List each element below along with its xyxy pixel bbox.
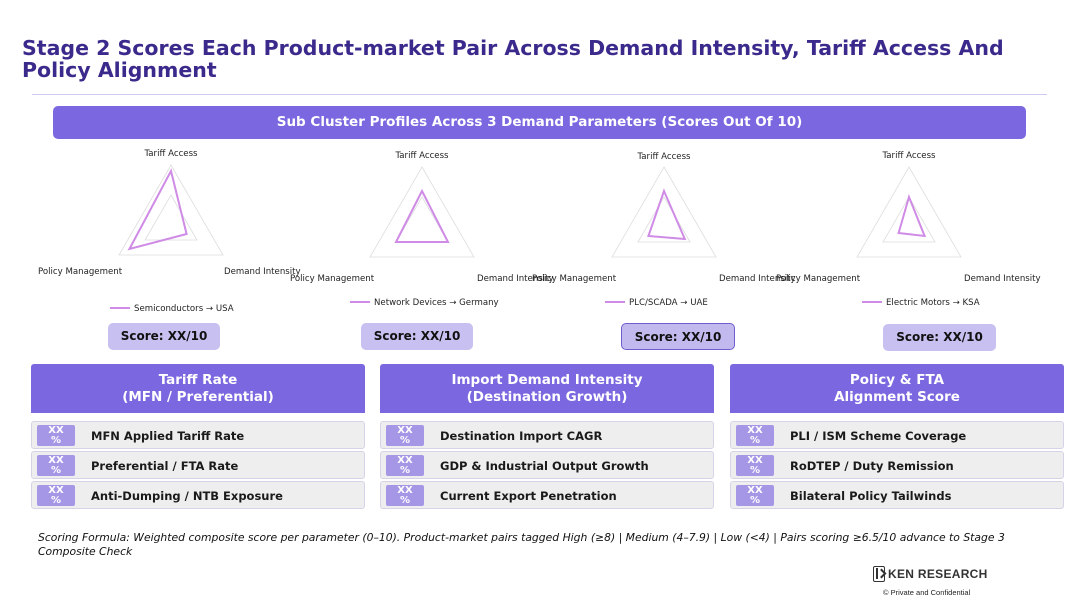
legend-label: PLC/SCADA → UAE [629,298,708,308]
header-line-1: Import Demand Intensity [451,372,643,388]
list-item: XX% Bilateral Policy Tailwinds [730,481,1064,509]
list-item-label: PLI / ISM Scheme Coverage [790,429,967,443]
list-item: XX% PLI / ISM Scheme Coverage [730,421,1064,449]
policy-fta-header: Policy & FTA Alignment Score [730,364,1064,413]
axis-label-tariff: Tariff Access [394,151,449,161]
value-badge: XX% [736,485,774,506]
value-badge: XX% [736,455,774,476]
list-item-label: GDP & Industrial Output Growth [440,459,649,473]
radar-series-shape [897,193,927,238]
header-line-2: Alignment Score [834,389,960,405]
legend-label: Network Devices → Germany [374,298,499,308]
company-logo: KEN RESEARCH [873,565,988,583]
value-badge: XX% [386,455,424,476]
list-item-label: Current Export Penetration [440,489,617,503]
header-line-1: Tariff Rate [158,372,238,388]
radar-chart: Tariff Access Demand Intensity Policy Mana… [776,151,1041,308]
list-item: XX% Anti-Dumping / NTB Exposure [31,481,365,509]
list-item-label: MFN Applied Tariff Rate [91,429,245,443]
axis-label-demand: Demand Intensity [477,274,554,284]
radar-grid-ring [395,196,449,243]
axis-label-demand: Demand Intensity [224,267,301,277]
radar-grid-ring [118,164,224,256]
radar-series-shape [127,168,188,251]
axis-label-policy: Policy Management [776,274,861,284]
score-badge-electric-motors[interactable]: Score: XX/10 [883,324,996,351]
list-item: XX% Current Export Penetration [380,481,714,509]
list-item: XX% GDP & Industrial Output Growth [380,451,714,479]
axis-label-demand: Demand Intensity [719,274,796,284]
score-badge-plc-scada[interactable]: Score: XX/10 [621,323,735,350]
list-item-label: Destination Import CAGR [440,429,603,443]
radar-series-shape [394,188,450,243]
tariff-rate-header: Tariff Rate (MFN / Preferential) [31,364,365,413]
radar-series-shape [647,188,687,241]
value-badge: XX% [386,425,424,446]
list-item-label: Bilateral Policy Tailwinds [790,489,952,503]
list-item-label: Preferential / FTA Rate [91,459,239,473]
list-item: XX% RoDTEP / Duty Remission [730,451,1064,479]
list-item: XX% Preferential / FTA Rate [31,451,365,479]
list-item-label: RoDTEP / Duty Remission [790,459,954,473]
footnote-line-2: Composite Check [38,544,133,558]
ken-research-logo-icon [873,566,885,582]
logo-text: KEN RESEARCH [888,567,988,581]
radar-chart: Tariff Access Demand Intensity Policy Mana… [290,151,554,308]
axis-label-tariff: Tariff Access [143,149,198,159]
radar-chart: Tariff Access Demand Intensity Policy Mana… [38,149,301,314]
header-line-1: Policy & FTA [849,372,945,388]
radar-grid-ring [369,166,475,258]
axis-label-policy: Policy Management [38,267,123,277]
value-badge: XX% [37,485,75,506]
value-badge: XX% [386,485,424,506]
axis-label-policy: Policy Management [290,274,375,284]
section-banner: Sub Cluster Profiles Across 3 Demand Par… [53,106,1026,139]
radar-chart: Tariff Access Demand Intensity Policy Mana… [532,152,796,308]
value-badge: XX% [37,455,75,476]
header-line-2: (Destination Growth) [466,389,628,405]
axis-label-tariff: Tariff Access [881,151,936,161]
scoring-footnote: Scoring Formula: Weighted composite scor… [38,531,1038,558]
value-badge: XX% [37,425,75,446]
radar-grid-ring [611,166,717,258]
axis-label-demand: Demand Intensity [964,274,1041,284]
page-title: Stage 2 Scores Each Product-market Pair … [22,36,1004,82]
radar-grid-ring [144,194,198,241]
legend-label: Semiconductors → USA [134,304,234,314]
value-badge: XX% [736,425,774,446]
title-divider [32,94,1047,95]
confidential-note: © Private and Confidential [883,588,971,597]
radar-grid-ring [882,196,936,243]
legend-label: Electric Motors → KSA [886,298,980,308]
axis-label-policy: Policy Management [532,274,617,284]
import-demand-header: Import Demand Intensity (Destination Gro… [380,364,714,413]
score-badge-network-devices[interactable]: Score: XX/10 [361,323,473,350]
list-item: XX% MFN Applied Tariff Rate [31,421,365,449]
axis-label-tariff: Tariff Access [636,152,691,162]
score-badge-semiconductors[interactable]: Score: XX/10 [108,323,220,350]
radar-grid-ring [856,166,962,258]
list-item-label: Anti-Dumping / NTB Exposure [91,489,283,503]
header-line-2: (MFN / Preferential) [122,389,274,405]
list-item: XX% Destination Import CAGR [380,421,714,449]
footnote-line-1: Scoring Formula: Weighted composite scor… [38,531,1005,544]
